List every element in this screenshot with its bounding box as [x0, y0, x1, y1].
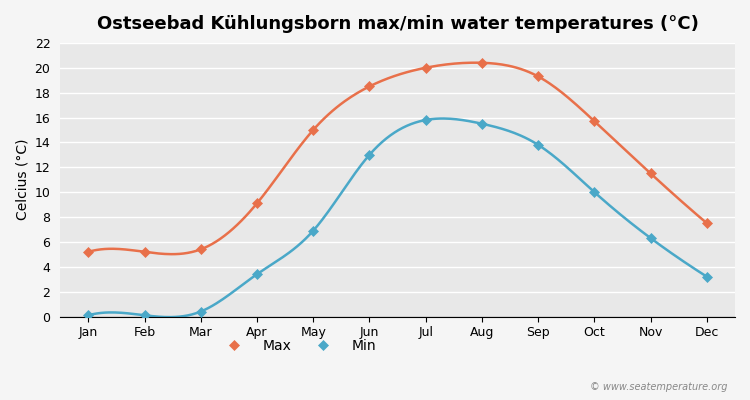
Min: [703, 274, 712, 279]
Min: [590, 190, 599, 194]
Text: © www.seatemperature.org: © www.seatemperature.org: [590, 382, 728, 392]
Min: [422, 118, 430, 122]
Max: [253, 201, 262, 206]
Min: [365, 152, 374, 157]
Legend: Max, Min: Max, Min: [211, 334, 382, 359]
Min: [196, 309, 206, 314]
Min: [84, 313, 93, 318]
Max: [646, 171, 656, 176]
Max: [309, 128, 318, 132]
Max: [140, 250, 149, 254]
Max: [84, 250, 93, 254]
Max: [196, 247, 206, 252]
Max: [703, 221, 712, 226]
Max: [478, 60, 487, 65]
Min: [478, 121, 487, 126]
Max: [365, 84, 374, 89]
Y-axis label: Celcius (°C): Celcius (°C): [15, 139, 29, 220]
Max: [534, 74, 543, 79]
Line: Max: Max: [85, 59, 710, 255]
Title: Ostseebad Kühlungsborn max/min water temperatures (°C): Ostseebad Kühlungsborn max/min water tem…: [97, 15, 698, 33]
Min: [253, 272, 262, 277]
Max: [422, 65, 430, 70]
Max: [590, 119, 599, 124]
Min: [646, 236, 656, 240]
Line: Min: Min: [85, 116, 710, 319]
Min: [140, 313, 149, 318]
Min: [309, 228, 318, 233]
Min: [534, 142, 543, 147]
